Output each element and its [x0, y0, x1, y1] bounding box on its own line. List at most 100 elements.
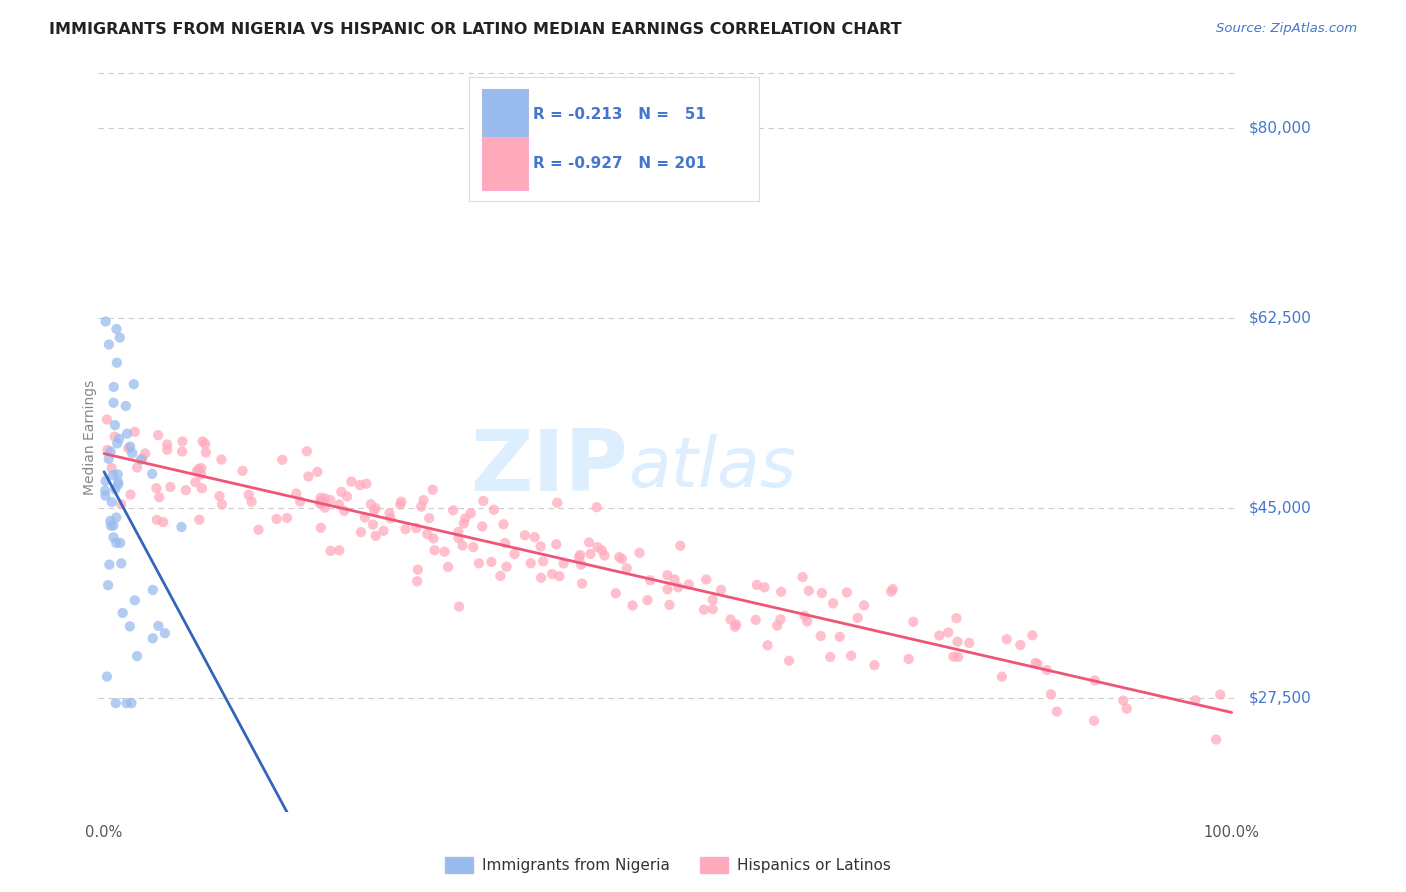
Point — [669, 539, 692, 553]
Point — [666, 580, 689, 594]
Point — [1112, 693, 1135, 707]
Point — [191, 434, 214, 449]
Point — [695, 573, 717, 587]
Point — [115, 426, 138, 441]
Y-axis label: Median Earnings: Median Earnings — [83, 379, 97, 495]
Point — [190, 461, 212, 475]
Point — [97, 451, 120, 466]
Point — [835, 585, 858, 599]
Point — [657, 568, 679, 582]
Text: R = -0.213   N =   51: R = -0.213 N = 51 — [533, 107, 706, 122]
Point — [591, 543, 613, 558]
Point — [541, 567, 564, 582]
Point — [124, 425, 146, 439]
Point — [463, 540, 485, 554]
Point — [309, 496, 332, 510]
Point — [142, 582, 165, 597]
Point — [349, 478, 371, 492]
Point — [936, 625, 959, 640]
Point — [571, 576, 593, 591]
Point — [658, 598, 681, 612]
Point — [394, 522, 416, 536]
Point — [441, 503, 464, 517]
Point — [494, 536, 516, 550]
Point — [94, 483, 117, 498]
Point — [328, 498, 350, 512]
Point — [770, 584, 793, 599]
Point — [186, 465, 208, 479]
Text: R = -0.927   N = 201: R = -0.927 N = 201 — [533, 156, 707, 171]
Point — [330, 484, 353, 499]
Point — [628, 546, 651, 560]
Point — [105, 356, 128, 370]
Point — [1115, 701, 1137, 715]
Point — [882, 582, 904, 596]
Point — [678, 577, 700, 591]
Point — [810, 629, 832, 643]
Point — [108, 536, 131, 550]
Point — [103, 380, 125, 394]
Point — [319, 544, 342, 558]
Point — [942, 649, 965, 664]
Point — [134, 446, 156, 460]
Point — [389, 498, 412, 512]
Point — [152, 515, 174, 529]
Point — [146, 513, 169, 527]
Point — [129, 452, 152, 467]
Point — [94, 474, 117, 488]
Point — [107, 477, 129, 491]
Point — [468, 556, 491, 570]
Point — [616, 561, 638, 575]
Point — [745, 578, 768, 592]
Point — [100, 514, 122, 528]
Point — [103, 530, 125, 544]
Point — [586, 540, 609, 554]
Point — [121, 696, 143, 710]
FancyBboxPatch shape — [468, 78, 759, 201]
Point — [593, 549, 616, 563]
Point — [451, 539, 474, 553]
Point — [356, 476, 378, 491]
Point — [314, 491, 336, 506]
Point — [823, 596, 845, 610]
Point — [471, 519, 494, 533]
Point — [266, 512, 288, 526]
Point — [447, 531, 470, 545]
Point — [104, 696, 127, 710]
Point — [447, 524, 470, 539]
Point — [489, 569, 512, 583]
Point — [406, 574, 429, 589]
Point — [454, 511, 477, 525]
Point — [1209, 688, 1232, 702]
Text: IMMIGRANTS FROM NIGERIA VS HISPANIC OR LATINO MEDIAN EARNINGS CORRELATION CHART: IMMIGRANTS FROM NIGERIA VS HISPANIC OR L… — [49, 22, 901, 37]
Point — [333, 504, 356, 518]
Point — [513, 528, 536, 542]
Point — [354, 510, 377, 524]
Point — [350, 525, 373, 540]
Point — [247, 523, 270, 537]
Point — [447, 599, 470, 614]
Point — [724, 620, 747, 634]
Point — [153, 626, 176, 640]
Point — [295, 444, 318, 458]
Point — [503, 547, 526, 561]
Point — [103, 395, 125, 409]
Point — [664, 573, 686, 587]
Point — [159, 480, 181, 494]
Point — [97, 578, 120, 592]
Point — [104, 482, 127, 496]
Point — [411, 500, 433, 514]
Point — [1039, 687, 1062, 701]
Point — [103, 518, 125, 533]
Point — [1026, 657, 1049, 672]
Point — [754, 580, 776, 594]
Point — [122, 377, 145, 392]
Point — [114, 399, 136, 413]
Point — [569, 558, 592, 572]
Point — [187, 462, 209, 476]
Point — [100, 495, 122, 509]
Point — [211, 498, 233, 512]
Point — [495, 559, 517, 574]
Legend: Immigrants from Nigeria, Hispanics or Latinos: Immigrants from Nigeria, Hispanics or La… — [439, 851, 897, 879]
Point — [796, 615, 818, 629]
